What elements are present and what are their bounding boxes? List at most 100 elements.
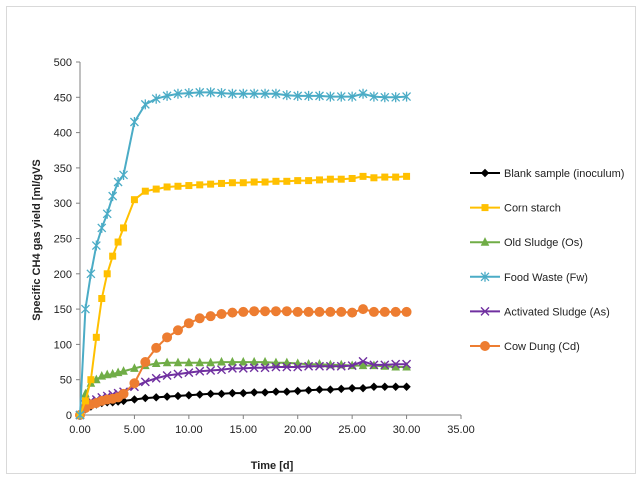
data-point (184, 391, 194, 400)
data-point (390, 306, 401, 317)
data-point (348, 174, 356, 182)
data-point (402, 91, 412, 102)
data-point (130, 395, 139, 404)
data-point (102, 208, 112, 219)
data-point (249, 306, 260, 317)
data-point (81, 397, 89, 405)
data-point (325, 91, 335, 102)
data-point (238, 306, 249, 317)
data-point (261, 178, 269, 186)
data-point (184, 368, 194, 378)
data-point (86, 268, 96, 279)
data-point (206, 389, 215, 399)
data-point (140, 357, 151, 368)
x-tick-label: 0.00 (69, 424, 90, 436)
data-point (173, 88, 183, 99)
data-point (206, 87, 216, 98)
data-point (151, 393, 161, 402)
data-point (314, 361, 324, 371)
y-tick-label: 200 (54, 269, 72, 281)
data-point (283, 177, 291, 185)
y-tick-label: 400 (54, 128, 72, 140)
x-tick-label: 10.00 (175, 424, 203, 436)
data-point (282, 362, 292, 372)
data-point (336, 361, 346, 371)
data-point (293, 90, 303, 101)
data-point (292, 306, 303, 317)
x-tick-label: 15.00 (230, 424, 258, 436)
data-point (315, 90, 324, 101)
data-point (118, 388, 129, 399)
data-point (305, 177, 313, 185)
data-point (358, 356, 368, 366)
data-point (392, 173, 400, 181)
data-point (379, 306, 390, 317)
y-tick-label: 350 (54, 163, 72, 175)
data-point (80, 304, 90, 315)
data-point (380, 92, 390, 103)
data-point (228, 356, 237, 366)
y-tick-label: 250 (54, 234, 72, 246)
data-point (227, 307, 238, 318)
data-point (102, 369, 112, 379)
data-point (238, 363, 248, 373)
data-point (249, 363, 259, 373)
data-point (162, 357, 172, 367)
data-point (206, 357, 215, 367)
data-point (315, 385, 324, 394)
data-point (227, 363, 237, 373)
data-point (294, 177, 302, 185)
data-point (109, 252, 117, 260)
data-point (239, 179, 247, 187)
data-point (206, 366, 216, 376)
data-point (271, 362, 281, 372)
data-point (217, 365, 227, 375)
y-axis-title: Specific CH4 gas yield [ml/gVS (31, 159, 43, 320)
data-point (87, 376, 95, 384)
y-tick-label: 0 (66, 410, 72, 422)
data-point (162, 392, 172, 401)
data-point (172, 325, 183, 336)
data-point (380, 360, 390, 370)
data-point (140, 377, 150, 387)
data-point (217, 88, 226, 99)
data-point (218, 179, 226, 187)
y-tick-label: 150 (54, 304, 72, 316)
data-point (151, 373, 161, 383)
data-point (249, 88, 259, 99)
data-point (293, 362, 303, 372)
legend-label: Food Waste (Fw) (504, 272, 588, 284)
data-point (91, 240, 101, 251)
data-point (381, 173, 389, 181)
data-point (228, 388, 237, 398)
data-point (403, 172, 411, 180)
legend-label: Activated Sludge (As) (504, 306, 610, 318)
data-point (184, 357, 194, 367)
data-point (303, 306, 314, 317)
y-tick-label: 50 (60, 375, 72, 387)
data-point (238, 88, 248, 99)
series-group (75, 87, 412, 420)
legend-item: Blank sample (inoculum) (470, 168, 624, 180)
legend-label: Old Sludge (Os) (504, 237, 583, 249)
y-tick-label: 300 (54, 198, 72, 210)
data-point (239, 388, 248, 398)
data-point (173, 357, 183, 367)
legend-marker (480, 341, 490, 351)
data-point (402, 359, 412, 369)
data-point (304, 361, 314, 371)
data-point (272, 177, 280, 185)
data-point (173, 391, 183, 401)
data-point (270, 306, 281, 317)
data-point (271, 88, 281, 99)
data-point (173, 369, 183, 379)
data-point (92, 333, 100, 341)
x-tick-label: 25.00 (338, 424, 366, 436)
data-point (217, 356, 226, 366)
y-tick-label: 100 (54, 339, 72, 351)
data-point (368, 306, 379, 317)
data-point (163, 183, 171, 191)
legend-label: Corn starch (504, 203, 561, 215)
data-point (196, 181, 204, 189)
data-point (140, 99, 150, 110)
